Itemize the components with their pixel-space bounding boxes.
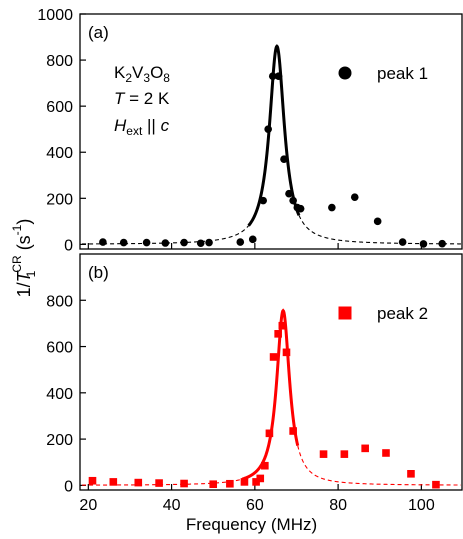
data-point — [240, 478, 249, 486]
data-point — [196, 239, 205, 248]
legend-label: peak 2 — [377, 304, 428, 323]
legend-label: peak 1 — [377, 64, 428, 83]
fit-curve-dashed-right — [298, 215, 461, 245]
data-point — [419, 240, 428, 248]
data-point — [268, 72, 277, 81]
x-tick-label: 20 — [79, 497, 97, 514]
y-tick-label: 800 — [46, 53, 73, 70]
data-point — [180, 479, 188, 488]
data-point — [350, 193, 359, 201]
data-point — [155, 479, 163, 487]
data-point — [278, 321, 287, 330]
data-point — [269, 353, 278, 361]
x-axis-label: Frequency (MHz) — [186, 515, 317, 534]
y-tick-label: 800 — [46, 293, 73, 310]
data-point — [248, 235, 257, 244]
data-point — [226, 479, 234, 488]
data-point — [382, 449, 390, 457]
y-tick-label: 200 — [46, 191, 73, 208]
data-point — [161, 239, 170, 247]
data-point — [289, 196, 297, 205]
y-tick-label: 400 — [46, 386, 73, 403]
panel-b: 0 200 400 600 800 20 40 60 80 100 peak 2 (b) Frequen… — [46, 253, 463, 534]
legend-marker — [338, 66, 352, 80]
y-tick-label: 0 — [64, 478, 73, 495]
data-point — [398, 238, 407, 246]
data-point — [296, 204, 305, 213]
data-point — [407, 470, 415, 478]
data-point — [289, 427, 297, 435]
plot-frame — [79, 13, 463, 250]
data-point — [432, 480, 440, 489]
annotation-temperature: T = 2 K — [114, 89, 170, 108]
data-point — [265, 429, 274, 438]
y-axis-label: 1/T1CR (s-1) — [10, 219, 38, 298]
y-tick-label: 600 — [46, 99, 73, 116]
data-point — [180, 238, 188, 247]
data-point — [438, 239, 446, 248]
data-point — [361, 444, 369, 453]
data-point — [256, 474, 265, 483]
data-point — [328, 203, 336, 212]
data-point — [319, 450, 328, 458]
panel-a: 0 200 400 600 800 1000 peak 1 (a) K2V3O8 T = 2 K H… — [37, 7, 463, 254]
data-point — [274, 330, 282, 338]
x-tick-label: 100 — [408, 497, 435, 514]
fit-curve-solid — [241, 308, 300, 481]
data-point — [280, 155, 288, 163]
x-tick-label: 40 — [163, 497, 181, 514]
data-point — [285, 189, 293, 198]
data-point — [282, 348, 291, 357]
fit-curve-solid — [247, 44, 301, 227]
data-point — [134, 478, 143, 487]
data-point — [205, 238, 213, 247]
panel-label: (b) — [88, 263, 109, 282]
y-tick-label: 200 — [46, 432, 73, 449]
x-tick-label: 60 — [246, 497, 264, 514]
panel-label: (a) — [88, 23, 109, 42]
data-point — [252, 478, 260, 486]
data-point — [209, 480, 218, 489]
data-point — [88, 476, 97, 485]
y-tick-label: 400 — [46, 145, 73, 162]
data-point — [261, 461, 269, 470]
y-tick-label: 1000 — [37, 7, 73, 24]
data-point — [264, 125, 272, 133]
data-point — [373, 217, 382, 226]
y-tick-label: 600 — [46, 340, 73, 357]
annotation-field: Hext || c — [114, 116, 170, 138]
data-point — [99, 238, 107, 246]
data-point — [236, 238, 245, 246]
data-point — [340, 450, 349, 458]
data-point — [259, 196, 267, 205]
plot-frame — [79, 253, 463, 491]
legend-marker — [338, 306, 352, 320]
data-point — [119, 238, 128, 247]
data-point — [109, 478, 118, 486]
data-point — [142, 238, 151, 247]
y-tick-label: 0 — [64, 237, 73, 254]
annotation-compound: K2V3O8 — [114, 63, 170, 85]
x-tick-label: 80 — [329, 497, 347, 514]
data-point — [274, 72, 283, 81]
